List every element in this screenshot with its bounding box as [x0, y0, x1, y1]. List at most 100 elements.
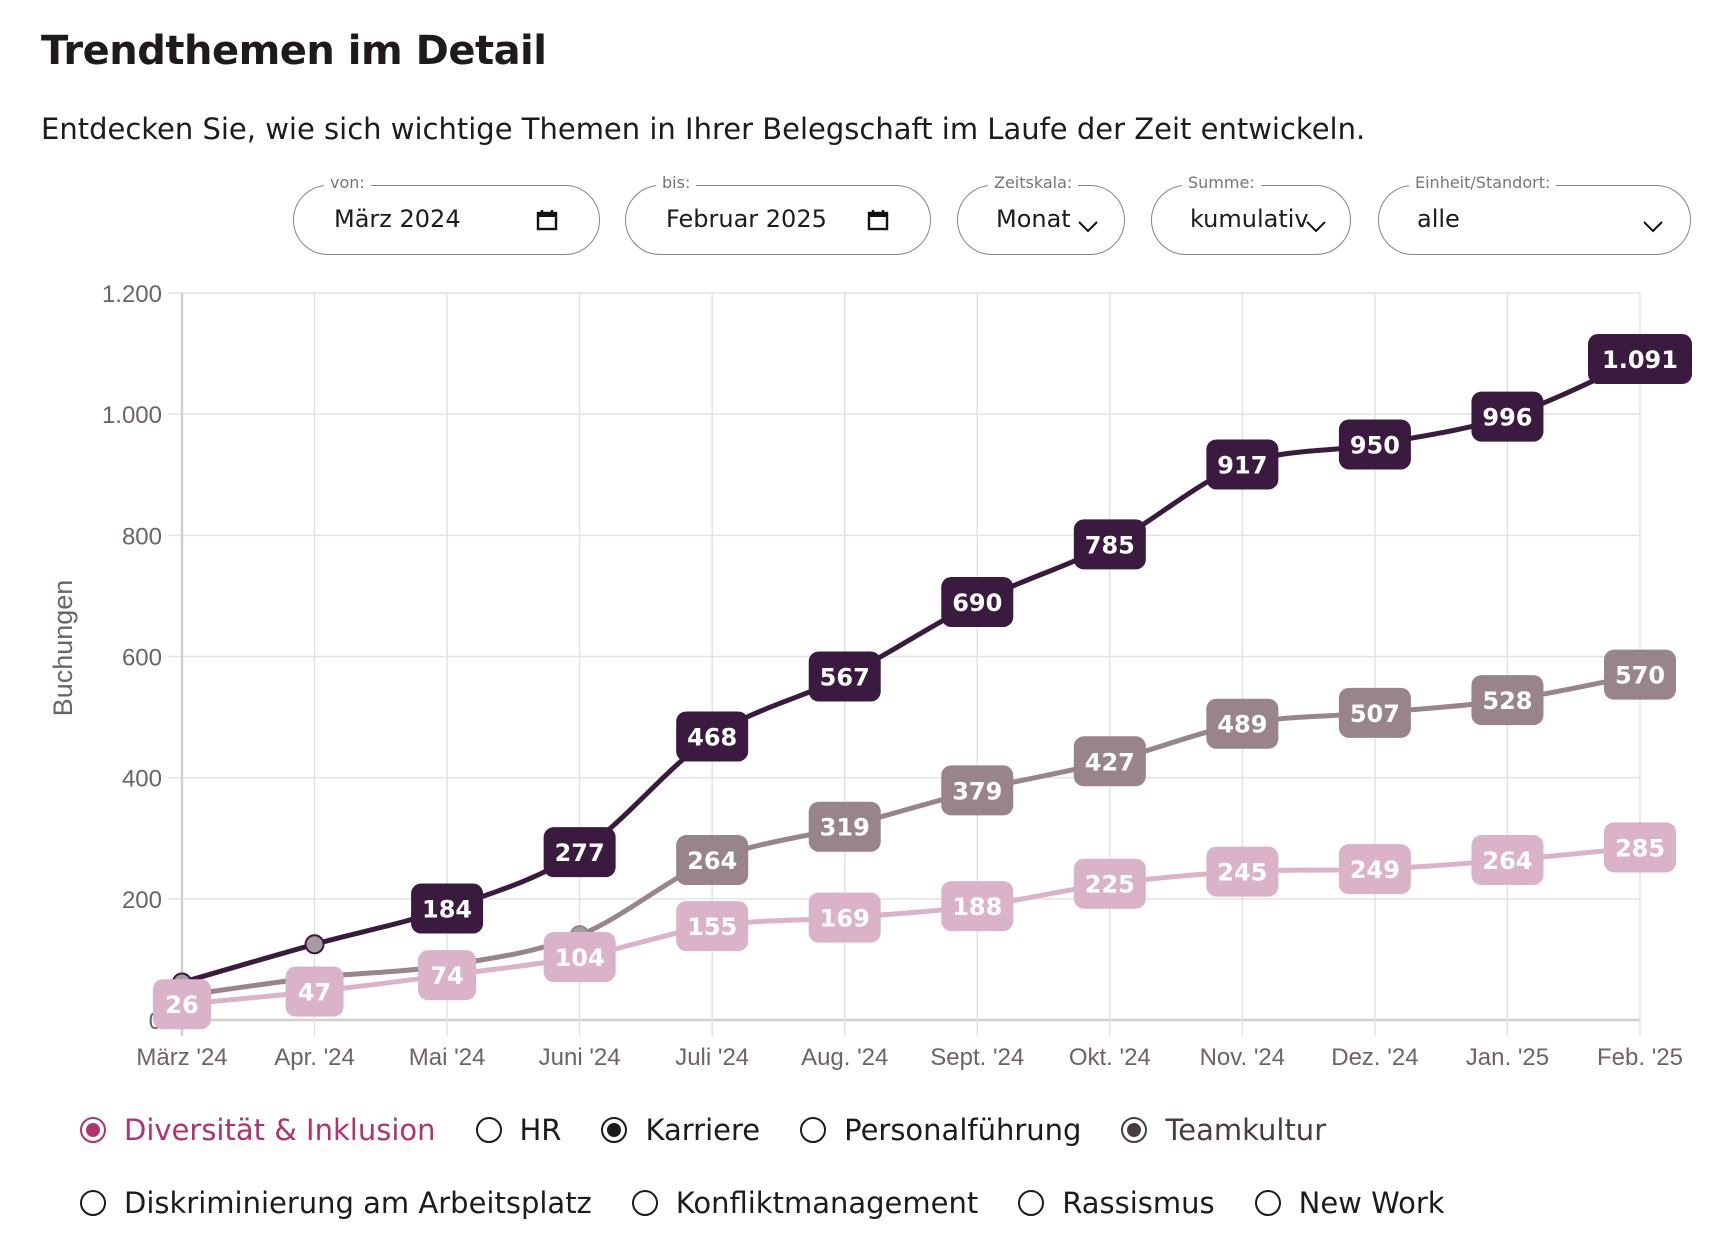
- legend-item-rassismus[interactable]: Rassismus: [1018, 1186, 1215, 1220]
- radio-unchecked-icon[interactable]: [80, 1190, 106, 1216]
- data-label: 427: [1085, 748, 1135, 776]
- data-label: 1.091: [1602, 346, 1678, 374]
- data-label-box: [1073, 519, 1146, 570]
- data-label: 264: [687, 847, 737, 875]
- y-tick-label: 400: [122, 766, 162, 793]
- data-label-box: [1604, 649, 1676, 700]
- data-label-box: [676, 901, 749, 952]
- data-label-box: [153, 979, 211, 1030]
- data-label: 528: [1482, 687, 1532, 715]
- page-subtitle: Entdecken Sie, wie sich wichtige Themen …: [41, 112, 1366, 146]
- radio-checked-icon[interactable]: [601, 1117, 628, 1143]
- x-tick-label: Juli '24: [675, 1044, 749, 1071]
- data-label-box: [1073, 858, 1146, 909]
- data-label: 690: [952, 589, 1002, 617]
- legend-item-karriere[interactable]: Karriere: [601, 1113, 760, 1147]
- x-tick-label: Feb. '25: [1597, 1044, 1683, 1071]
- summe-select[interactable]: Summe: kumulativ: [1151, 173, 1351, 255]
- x-tick-label: Apr. '24: [274, 1044, 355, 1071]
- chart-series: [172, 356, 1641, 1007]
- legend-item-diversität-inklusion[interactable]: Diversität & Inklusion: [80, 1113, 436, 1147]
- y-tick-label: 600: [122, 645, 162, 672]
- bis-label: bis:: [656, 173, 697, 192]
- data-label-box: [543, 931, 616, 982]
- radio-unchecked-icon[interactable]: [631, 1190, 658, 1216]
- data-label: 489: [1217, 711, 1267, 739]
- data-point-marker: [304, 934, 325, 955]
- einheit-value: alle: [1417, 205, 1460, 233]
- y-tick-label: 200: [122, 887, 162, 914]
- radio-checked-icon[interactable]: [80, 1117, 106, 1143]
- legend-label: Diversität & Inklusion: [124, 1113, 436, 1147]
- legend-item-konfliktmanagement[interactable]: Konfliktmanagement: [631, 1186, 978, 1220]
- data-label-box: [1206, 698, 1279, 749]
- legend-label: HR: [519, 1113, 562, 1147]
- radio-unchecked-icon[interactable]: [475, 1117, 502, 1143]
- x-tick-label: Dez. '24: [1331, 1044, 1418, 1071]
- legend-label: Rassismus: [1062, 1186, 1215, 1220]
- von-label: von:: [324, 173, 371, 192]
- von-date-field[interactable]: von: März 2024: [293, 173, 600, 255]
- data-label-box: [1604, 822, 1676, 873]
- x-tick-label: März '24: [136, 1044, 227, 1071]
- data-label-box: [1338, 687, 1411, 738]
- data-label-box: [1206, 846, 1279, 897]
- data-label-box: [1471, 675, 1544, 726]
- x-tick-label: Juni '24: [539, 1044, 621, 1071]
- data-label: 184: [422, 896, 472, 924]
- data-label: 188: [952, 893, 1002, 921]
- data-label: 996: [1482, 404, 1532, 432]
- radio-checked-icon[interactable]: [1121, 1117, 1148, 1143]
- y-tick-label: 1.000: [102, 402, 162, 429]
- von-value: März 2024: [334, 205, 461, 233]
- bis-date-field[interactable]: bis: Februar 2025: [625, 173, 931, 255]
- data-label: 245: [1217, 859, 1267, 887]
- data-label: 47: [298, 979, 331, 1007]
- legend-item-teamkultur[interactable]: Teamkultur: [1121, 1113, 1326, 1147]
- data-label: 950: [1350, 431, 1400, 459]
- legend-item-diskriminierung-am-arbeitsplatz[interactable]: Diskriminierung am Arbeitsplatz: [80, 1186, 592, 1220]
- chart-data-labels: 264 319 379 427 489 507 528 570 26 47 74 104 155 169 1…: [153, 334, 1692, 1030]
- data-label: 319: [820, 814, 870, 842]
- legend-item-hr[interactable]: HR: [475, 1113, 562, 1147]
- zeitskala-select[interactable]: Zeitskala: Monat: [957, 173, 1125, 255]
- legend-label: Personalführung: [844, 1113, 1082, 1147]
- data-label: 74: [430, 962, 463, 990]
- legend-item-personalführung[interactable]: Personalführung: [800, 1113, 1081, 1147]
- y-tick-label: 800: [122, 523, 162, 550]
- bis-value: Februar 2025: [666, 205, 827, 233]
- zeitskala-value: Monat: [996, 205, 1071, 233]
- data-label: 917: [1217, 451, 1267, 479]
- data-label-box: [1338, 419, 1411, 470]
- data-label-box: [1073, 736, 1146, 787]
- x-tick-label: Aug. '24: [801, 1044, 888, 1071]
- legend-item-new-work[interactable]: New Work: [1254, 1186, 1445, 1220]
- legend-label: Teamkultur: [1165, 1113, 1327, 1147]
- einheit-standort-select[interactable]: Einheit/Standort: alle: [1378, 173, 1691, 255]
- calendar-icon[interactable]: [866, 208, 890, 232]
- radio-unchecked-icon[interactable]: [1018, 1190, 1045, 1216]
- data-label-box: [941, 881, 1014, 932]
- data-label: 155: [687, 913, 737, 941]
- data-label: 507: [1350, 700, 1400, 728]
- data-label-box: [676, 835, 749, 886]
- y-axis-label: Buchungen: [48, 580, 78, 717]
- data-label: 277: [555, 839, 605, 867]
- x-tick-label: Jan. '25: [1466, 1044, 1549, 1071]
- legend-label: New Work: [1298, 1186, 1445, 1220]
- calendar-icon[interactable]: [535, 208, 559, 232]
- einheit-label: Einheit/Standort:: [1409, 173, 1557, 192]
- data-label-box: [808, 651, 881, 702]
- data-label: 225: [1085, 871, 1135, 899]
- legend-label: Diskriminierung am Arbeitsplatz: [124, 1186, 592, 1220]
- legend-row-2: Diskriminierung am Arbeitsplatz Konfliktm…: [80, 1186, 1485, 1220]
- series-line-karriere: [181, 356, 1641, 985]
- data-label-box: [941, 765, 1014, 816]
- chevron-down-icon: [1643, 221, 1663, 233]
- data-label: 468: [687, 723, 737, 751]
- radio-unchecked-icon[interactable]: [800, 1117, 827, 1143]
- data-label: 785: [1085, 531, 1135, 559]
- data-label-box: [1338, 844, 1411, 895]
- radio-unchecked-icon[interactable]: [1254, 1190, 1281, 1216]
